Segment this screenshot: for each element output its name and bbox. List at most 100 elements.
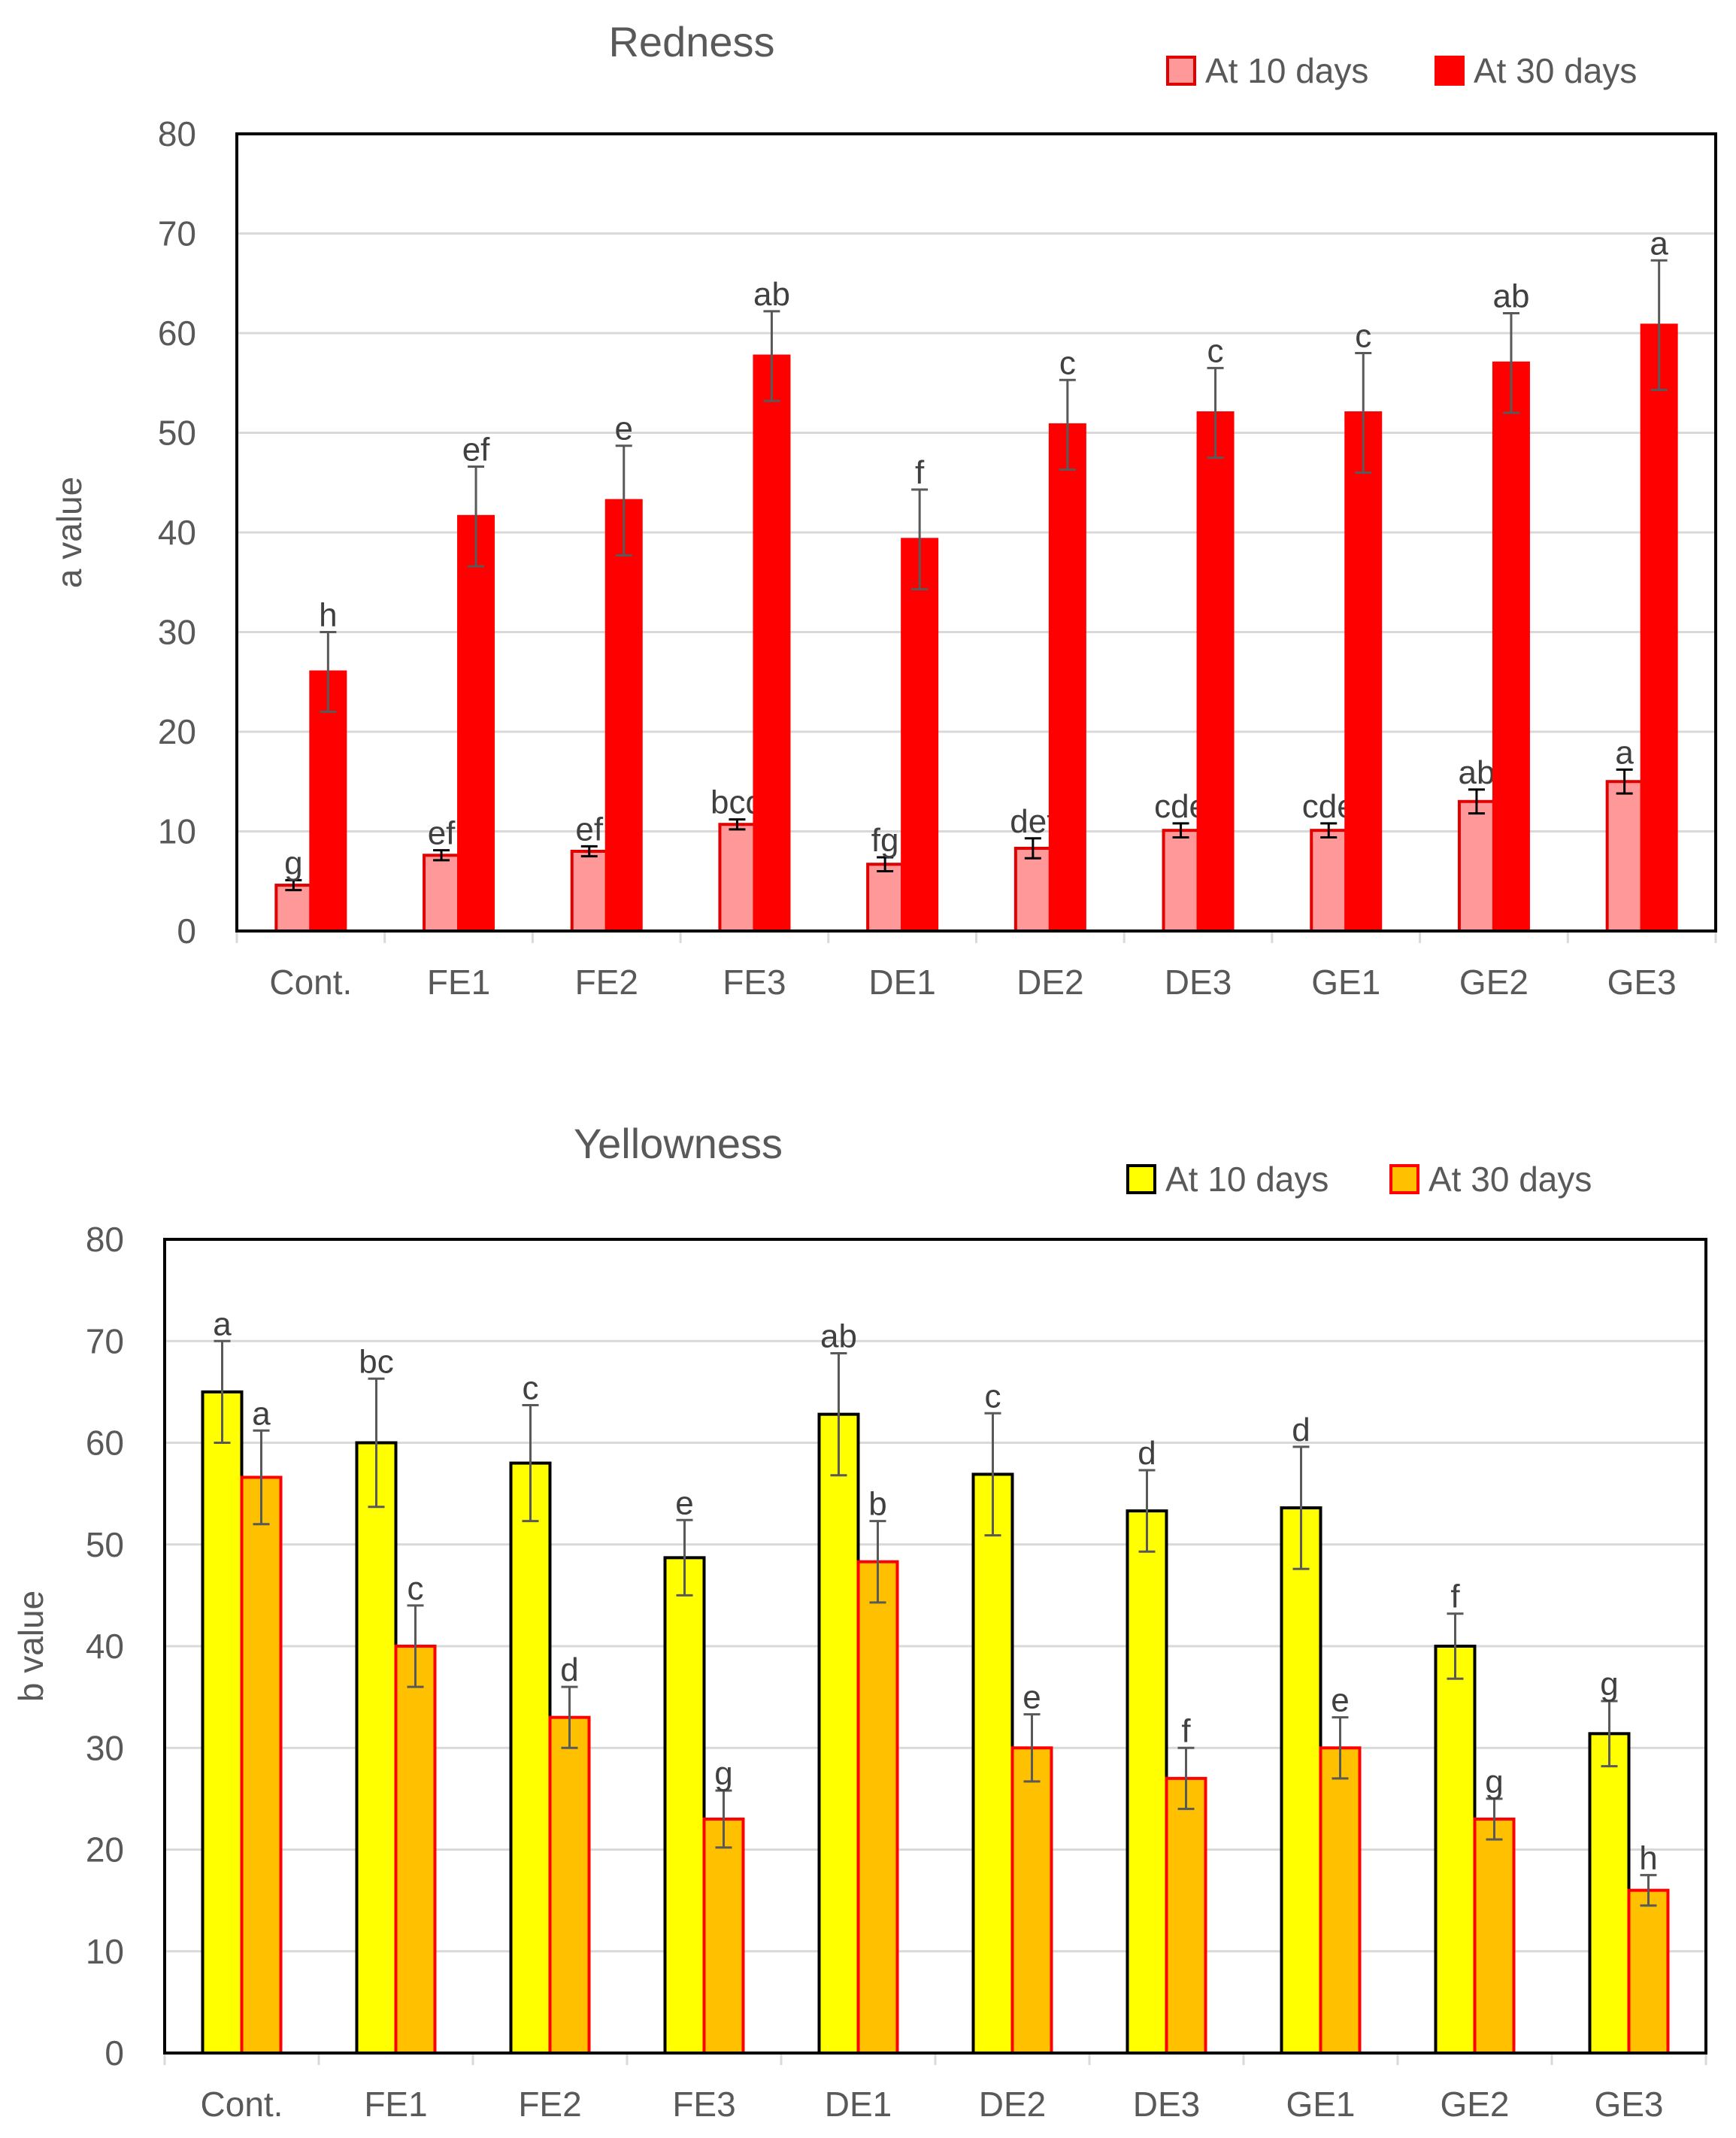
bar-10-days	[1126, 1509, 1168, 2055]
bar-30-days	[901, 538, 939, 933]
data-label: ef	[462, 432, 490, 469]
x-tick-label: Cont.	[201, 2085, 283, 2124]
y-tick-label: 10	[86, 1932, 124, 1971]
data-label: ab	[820, 1318, 857, 1354]
data-label: g	[1485, 1763, 1503, 1800]
y-tick-label: 60	[86, 1424, 124, 1463]
bar-30-days	[240, 1475, 283, 2055]
data-label: e	[1023, 1679, 1041, 1716]
legend-label-30-days: At 30 days	[1474, 51, 1637, 90]
y-tick-label: 40	[158, 513, 196, 552]
x-tick-label: DE2	[1016, 963, 1083, 1002]
plot-frame	[163, 1238, 1707, 2055]
y-tick-label: 20	[86, 1830, 124, 1870]
yellowness-chart: 01020304050607080abcceabcddfgacdgbefeghC…	[11, 1120, 1707, 2124]
bar-30-days	[753, 354, 791, 933]
legend-swatch-30-days	[1389, 1164, 1419, 1194]
x-tick-label: FE3	[672, 2085, 735, 2124]
x-tick-label: GE1	[1286, 2085, 1355, 2124]
data-label: bc	[359, 1343, 393, 1380]
bar-10-days	[355, 1441, 398, 2055]
legend-swatch-30-days	[1435, 56, 1465, 86]
y-tick-label: 30	[86, 1728, 124, 1767]
bar-10-days	[866, 863, 904, 933]
bar-30-days	[1627, 1888, 1670, 2055]
legend-label-10-days: At 10 days	[1165, 1160, 1329, 1199]
y-axis-label: b value	[11, 1591, 50, 1702]
bar-10-days	[817, 1412, 860, 2055]
chart-title: Redness	[608, 18, 774, 65]
bar-10-days	[509, 1461, 552, 2055]
data-label: c	[985, 1378, 1001, 1415]
x-tick-label: FE1	[427, 963, 490, 1002]
legend-label-10-days: At 10 days	[1205, 51, 1368, 90]
data-label: a	[1615, 734, 1634, 771]
data-label: ab	[1492, 278, 1529, 315]
x-tick-label: DE3	[1165, 963, 1232, 1002]
bar-30-days	[1196, 411, 1235, 933]
data-label: b	[868, 1486, 886, 1523]
y-tick-label: 60	[158, 314, 196, 353]
bar-10-days	[1457, 799, 1495, 933]
data-label: g	[1600, 1666, 1618, 1703]
y-tick-label: 70	[158, 214, 196, 253]
data-label: a	[252, 1395, 271, 1432]
y-tick-label: 0	[177, 911, 196, 951]
bar-10-days	[1605, 780, 1644, 933]
data-label: c	[407, 1570, 424, 1607]
bar-30-days	[1048, 423, 1086, 933]
bar-30-days	[702, 1817, 745, 2055]
x-tick-label: DE1	[825, 2085, 892, 2124]
bar-30-days	[394, 1645, 437, 2055]
bar-30-days	[856, 1560, 899, 2055]
x-tick-label: GE1	[1311, 963, 1380, 1002]
data-label: e	[615, 411, 633, 447]
y-tick-label: 80	[158, 114, 196, 153]
data-label: ab	[1458, 754, 1495, 791]
legend-label-30-days: At 30 days	[1428, 1160, 1592, 1199]
data-label: f	[1181, 1712, 1191, 1749]
data-label: ef	[428, 815, 456, 852]
bar-10-days	[971, 1472, 1014, 2055]
bar-30-days	[1640, 323, 1678, 933]
data-label: d	[560, 1651, 578, 1688]
bar-30-days	[1319, 1746, 1362, 2055]
x-tick-label: FE1	[364, 2085, 427, 2124]
data-label: h	[1639, 1839, 1657, 1876]
chart-title: Yellowness	[574, 1120, 783, 1167]
bar-10-days	[1013, 847, 1052, 933]
y-tick-label: 50	[158, 414, 196, 453]
bar-10-days	[663, 1556, 706, 2055]
bar-30-days	[1492, 361, 1530, 933]
data-label: a	[213, 1306, 232, 1342]
legend-swatch-10-days	[1166, 56, 1196, 86]
bar-10-days	[570, 850, 608, 933]
bar-10-days	[718, 823, 756, 933]
bar-10-days	[1280, 1506, 1322, 2055]
legend-swatch-10-days	[1126, 1164, 1156, 1194]
x-tick-label: FE2	[518, 2085, 581, 2124]
plot-frame	[235, 132, 1717, 933]
y-tick-label: 10	[158, 812, 196, 851]
data-label: e	[1331, 1682, 1349, 1719]
x-tick-label: DE1	[868, 963, 935, 1002]
data-label: ab	[753, 276, 790, 313]
bar-30-days	[1344, 411, 1383, 933]
data-label: h	[319, 597, 337, 634]
x-tick-label: DE3	[1133, 2085, 1200, 2124]
x-tick-label: GE3	[1594, 2085, 1663, 2124]
bar-10-days	[274, 884, 313, 933]
data-label: f	[915, 454, 925, 491]
x-tick-label: GE3	[1607, 963, 1677, 1002]
x-tick-label: GE2	[1440, 2085, 1509, 2124]
bar-10-days	[423, 854, 461, 933]
y-tick-label: 40	[86, 1627, 124, 1666]
bar-10-days	[201, 1390, 244, 2055]
bar-30-days	[1010, 1746, 1053, 2055]
data-label: c	[1059, 344, 1076, 381]
data-label: c	[1355, 318, 1371, 355]
data-label: fg	[871, 822, 899, 859]
bar-30-days	[1165, 1776, 1207, 2055]
bar-30-days	[548, 1715, 591, 2055]
